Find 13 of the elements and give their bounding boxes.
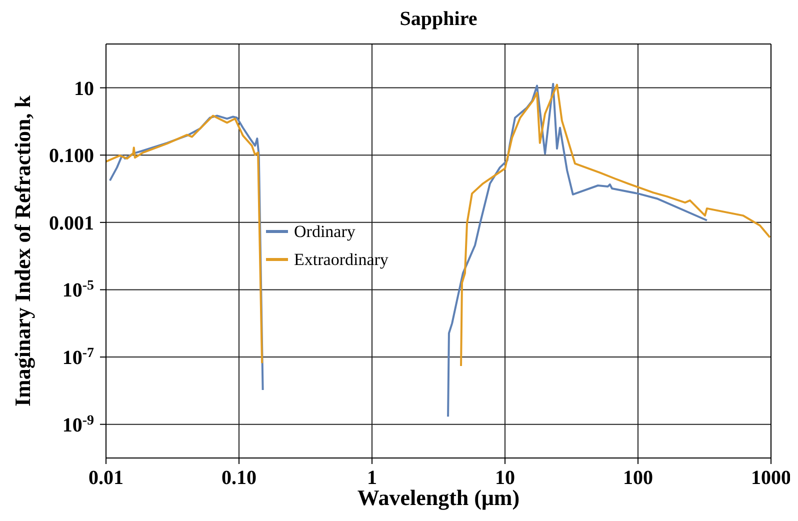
chart-title: Sapphire [398, 8, 478, 31]
y-tick-label: 10$^{-9}$ [62, 412, 94, 436]
y-tick-label: 10$^{-5}$ [62, 278, 94, 302]
x-tick-label: 1000 [750, 467, 791, 489]
y-tick-label: 10 [74, 78, 94, 100]
y-tick-label: 0.001 [49, 212, 94, 234]
y-tick-label: 10$^{-7}$ [62, 346, 94, 370]
legend-label: Ordinary [294, 222, 356, 242]
x-tick-label: 100 [622, 467, 653, 489]
x-tick-label: 0.10 [222, 467, 256, 489]
x-tick-label: 0.01 [88, 467, 124, 489]
y-axis-title: Imaginary Index of Refraction, k [10, 95, 36, 407]
y-tick-label: 0.100 [49, 145, 94, 168]
